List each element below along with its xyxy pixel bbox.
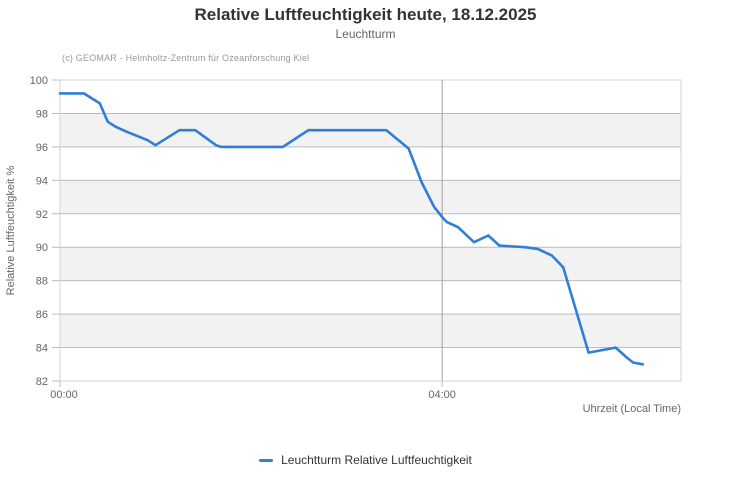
y-tick-label: 94 [36,175,48,187]
plot-border [59,79,682,382]
y-tick-label: 98 [36,108,48,120]
y-tick-label: 100 [30,75,48,87]
y-tick-label: 86 [36,309,48,321]
chart-credit: (c) GEOMAR - Helmholtz-Zentrum für Ozean… [62,53,310,63]
legend-label: Leuchtturm Relative Luftfeuchtigkeit [281,453,472,467]
x-axis-title: Uhrzeit (Local Time) [583,403,681,415]
legend-item-leuchtturm[interactable]: Leuchtturm Relative Luftfeuchtigkeit [259,453,472,467]
y-tick-label: 90 [36,242,48,254]
y-tick-label: 92 [36,209,48,221]
legend-line-marker [259,458,274,462]
y-tick-label: 88 [36,276,48,288]
series-line-leuchtturm [58,92,645,366]
chart-subtitle: Leuchtturm [335,27,396,41]
y-tick-label: 84 [36,343,48,355]
legend: Leuchtturm Relative Luftfeuchtigkeit [0,453,731,467]
y-band [60,247,681,281]
x-tick-label: 04:00 [428,389,456,401]
y-band [60,314,681,348]
plot-area: 82 84 86 88 90 92 94 96 98 100 00:00 04:00 Relative … [5,75,682,415]
y-band [60,180,681,214]
x-tick-label: 00:00 [50,389,78,401]
y-tick-label: 96 [36,142,48,154]
y-axis-title: Relative Luftfeuchtigkeit % [5,165,17,295]
chart-title: Relative Luftfeuchtigkeit heute, 18.12.2… [194,5,537,24]
y-tick-label: 82 [36,376,48,388]
